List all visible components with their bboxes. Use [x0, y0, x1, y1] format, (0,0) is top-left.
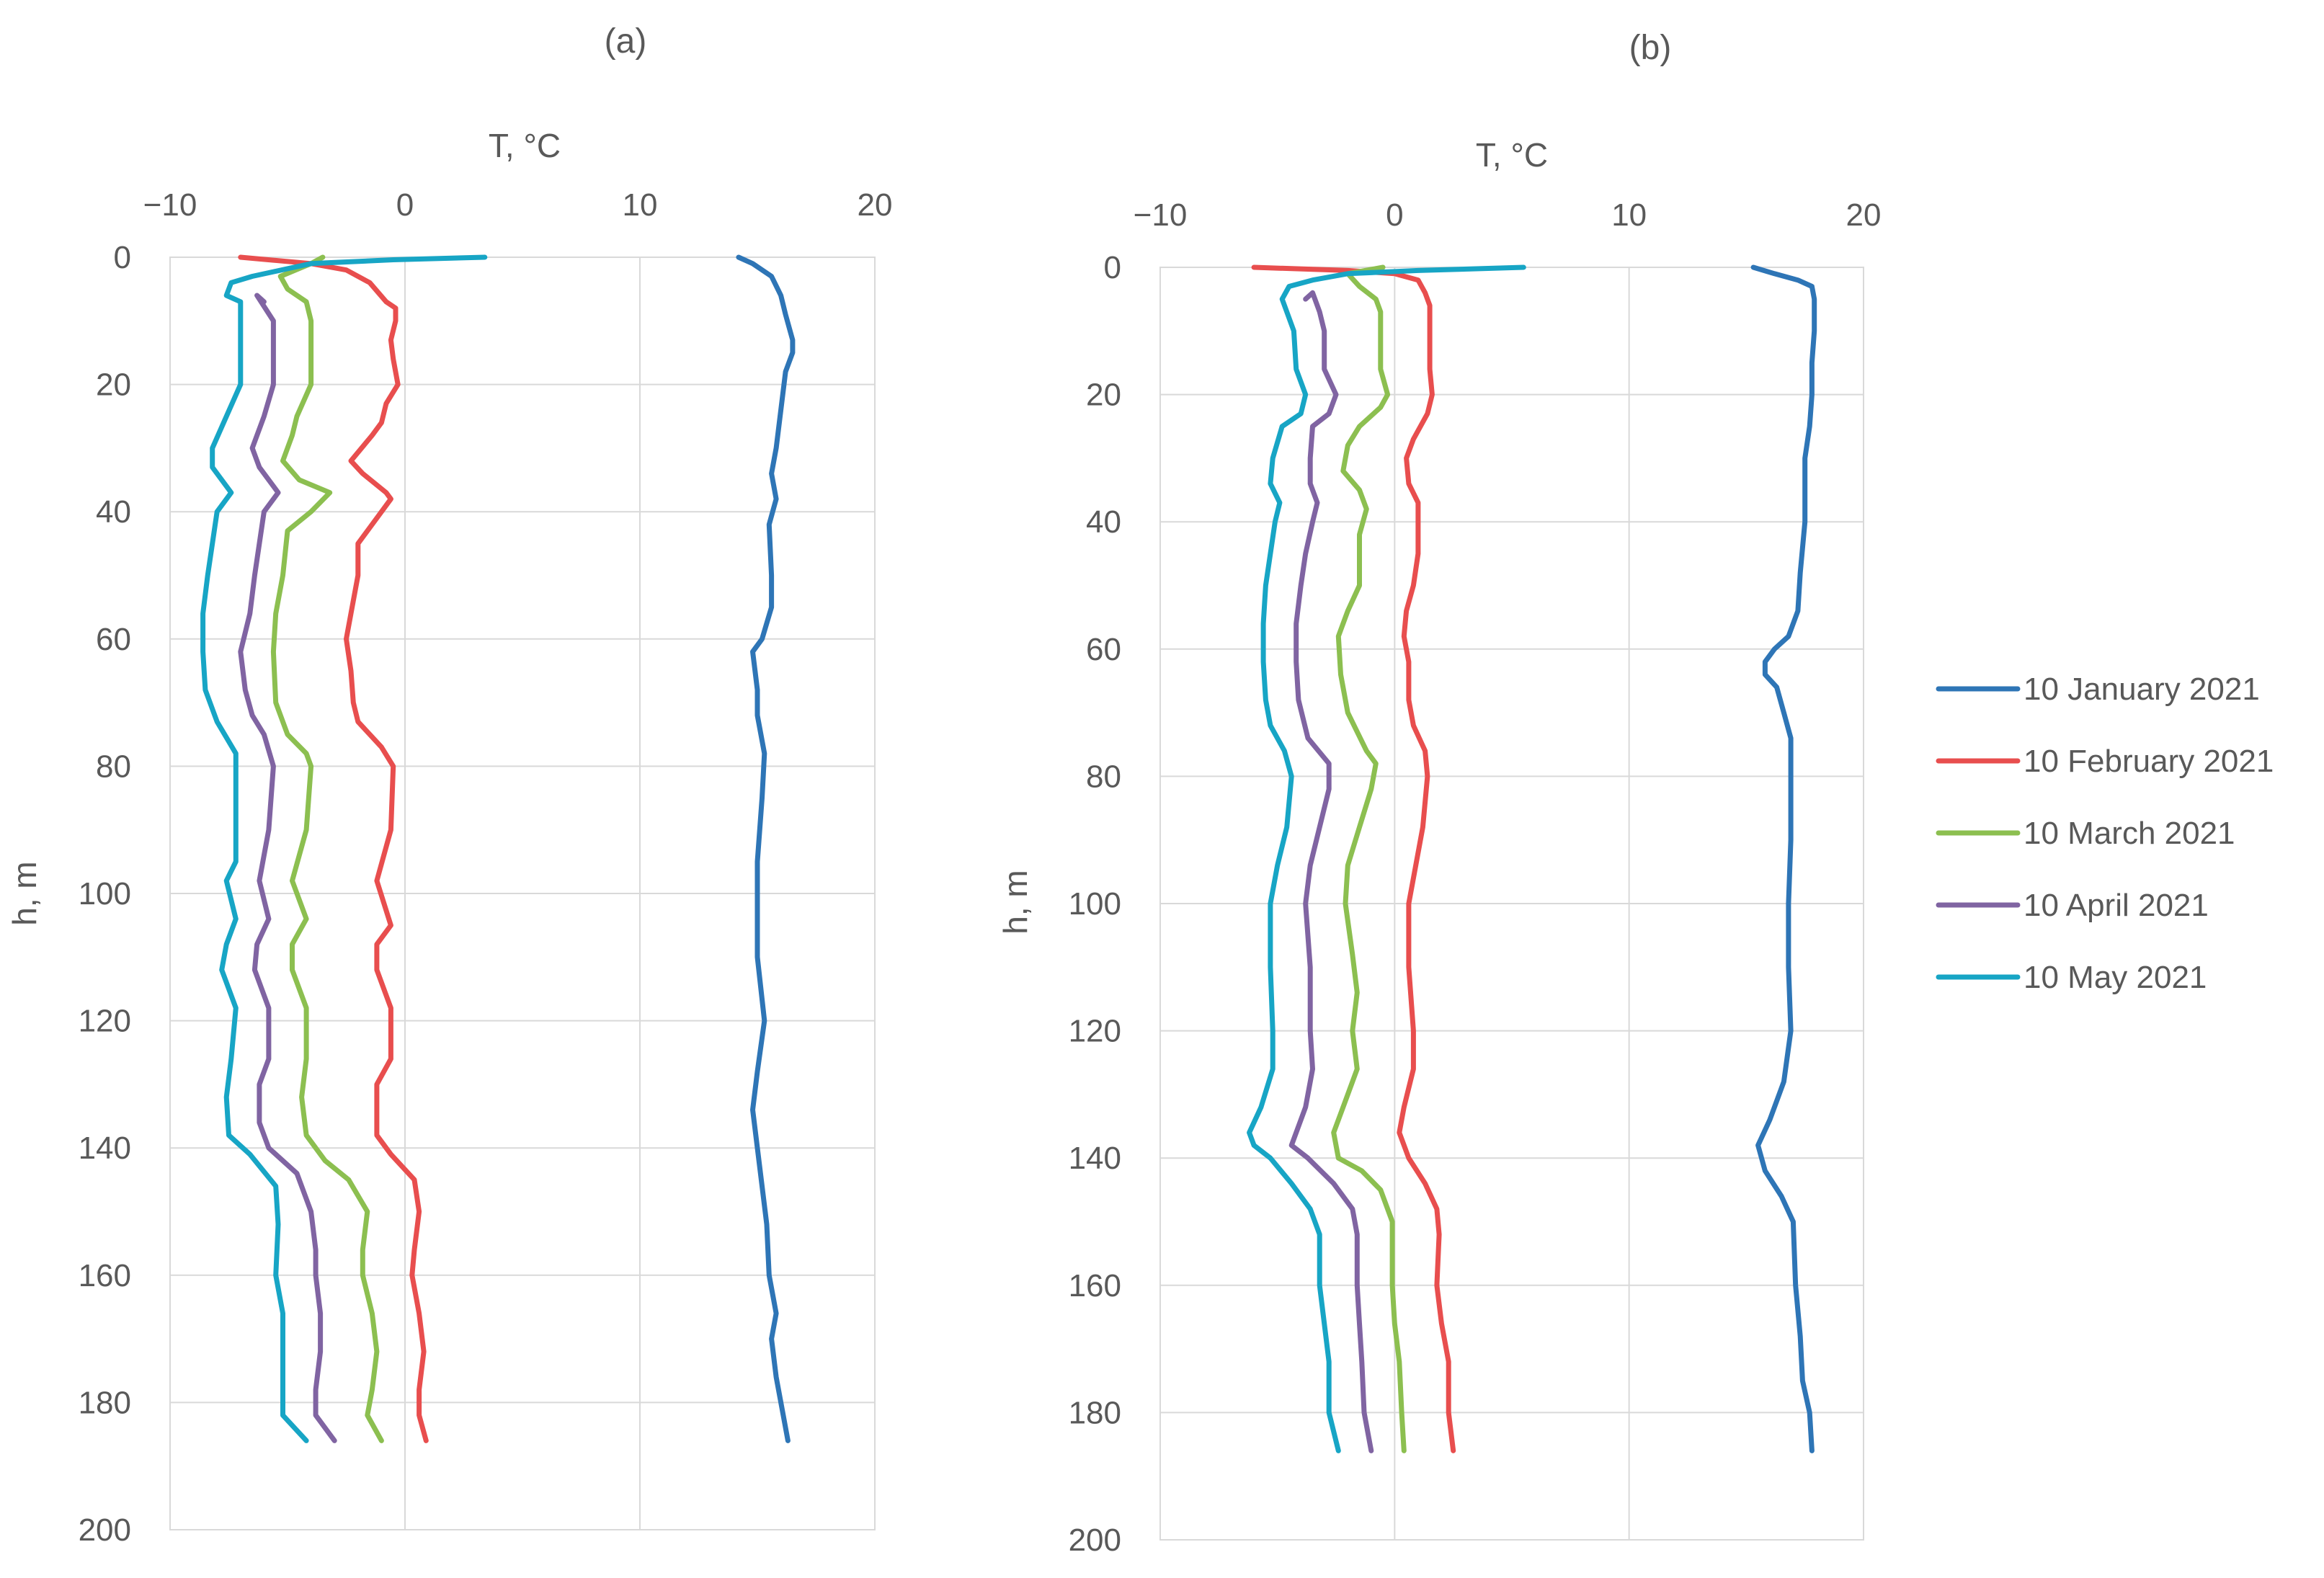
panel-a-y-tick-label: 80	[96, 749, 131, 784]
panel-a-y-tick-label: 100	[79, 876, 131, 911]
panel-a-y-tick-label: 40	[96, 494, 131, 530]
panel-a-plot-frame	[169, 257, 876, 1530]
legend-label-10-february-2021: 10 February 2021	[2024, 744, 2274, 779]
panel-b-series-10-february-2021	[1251, 264, 1456, 1453]
panel-b-y-tick-label: 60	[1086, 632, 1121, 667]
panel-a-series	[200, 254, 796, 1443]
panel-b-series-10-march-2021	[1331, 264, 1407, 1453]
panel-b-x-tick-label: 20	[1846, 197, 1882, 233]
panel-a: (a) T, °C h, m −10 0 10 20 0 20 40 60 80 100 120 1…	[6, 22, 892, 1548]
panel-a-x-ticks: −10 0 10 20	[143, 187, 893, 223]
panel-a-y-tick-label: 60	[96, 622, 131, 657]
panel-b-x-ticks: −10 0 10 20	[1134, 197, 1882, 233]
panel-a-x-tick-label: −10	[143, 187, 197, 223]
panel-a-x-tick-label: 10	[623, 187, 658, 223]
panel-a-label: (a)	[605, 22, 647, 61]
legend-label-10-april-2021: 10 April 2021	[2024, 888, 2209, 923]
panel-b-x-axis-title: T, °C	[1476, 136, 1548, 174]
panel-b-x-tick-label: −10	[1134, 197, 1188, 233]
panel-b: (b) T, °C h, m −10 0 10 20 0 20 40 60 80 100 120 1…	[997, 29, 1881, 1558]
panel-b-series-10-january-2021	[1750, 264, 1817, 1453]
panel-a-y-tick-label: 120	[79, 1004, 131, 1039]
legend-label-10-may-2021: 10 May 2021	[2024, 960, 2207, 995]
panel-b-y-ticks: 0 20 40 60 80 100 120 140 160 180 200	[1069, 250, 1121, 1558]
panel-a-y-tick-label: 20	[96, 367, 131, 403]
panel-a-y-tick-label: 0	[114, 240, 131, 275]
panel-b-y-tick-label: 160	[1069, 1268, 1121, 1303]
panel-a-x-tick-label: 20	[858, 187, 893, 223]
panel-a-y-tick-label: 180	[79, 1385, 131, 1420]
panel-a-series-10-may-2021	[200, 254, 488, 1443]
panel-a-y-ticks: 0 20 40 60 80 100 120 140 160 180 200	[79, 240, 131, 1548]
panel-b-y-tick-label: 80	[1086, 759, 1121, 794]
panel-a-x-tick-label: 0	[396, 187, 414, 223]
panel-b-x-tick-label: 10	[1611, 197, 1647, 233]
panel-b-label: (b)	[1629, 29, 1672, 67]
panel-b-series	[1247, 264, 1817, 1453]
legend-label-10-january-2021: 10 January 2021	[2024, 672, 2260, 707]
panel-b-series-10-may-2021	[1247, 264, 1526, 1453]
legend-label-10-march-2021: 10 March 2021	[2024, 816, 2235, 851]
panel-a-series-10-february-2021	[238, 254, 429, 1443]
panel-b-y-tick-label: 120	[1069, 1014, 1121, 1049]
panel-b-y-axis-title: h, m	[997, 870, 1034, 934]
panel-a-series-10-january-2021	[736, 254, 796, 1443]
panel-a-series-10-april-2021	[238, 293, 337, 1443]
panel-b-y-tick-label: 20	[1086, 378, 1121, 413]
panel-a-y-axis-title: h, m	[6, 861, 43, 925]
panel-a-y-tick-label: 200	[79, 1512, 131, 1548]
panel-b-x-tick-label: 0	[1386, 197, 1403, 233]
legend: 10 January 2021 10 February 2021 10 March …	[1936, 672, 2274, 995]
panel-a-x-axis-title: T, °C	[489, 127, 561, 164]
panel-a-y-tick-label: 160	[79, 1258, 131, 1293]
panel-b-y-tick-label: 100	[1069, 886, 1121, 922]
panel-b-grid	[1159, 267, 1864, 1541]
panel-b-series-10-april-2021	[1288, 290, 1374, 1453]
panel-b-y-tick-label: 140	[1069, 1141, 1121, 1176]
panel-b-y-tick-label: 200	[1069, 1523, 1121, 1558]
panel-b-y-tick-label: 0	[1104, 250, 1121, 285]
panel-a-series-10-march-2021	[270, 254, 384, 1443]
panel-b-y-tick-label: 40	[1086, 504, 1121, 540]
panel-b-y-tick-label: 180	[1069, 1395, 1121, 1430]
panel-a-y-tick-label: 140	[79, 1131, 131, 1166]
panel-a-grid	[169, 257, 876, 1530]
